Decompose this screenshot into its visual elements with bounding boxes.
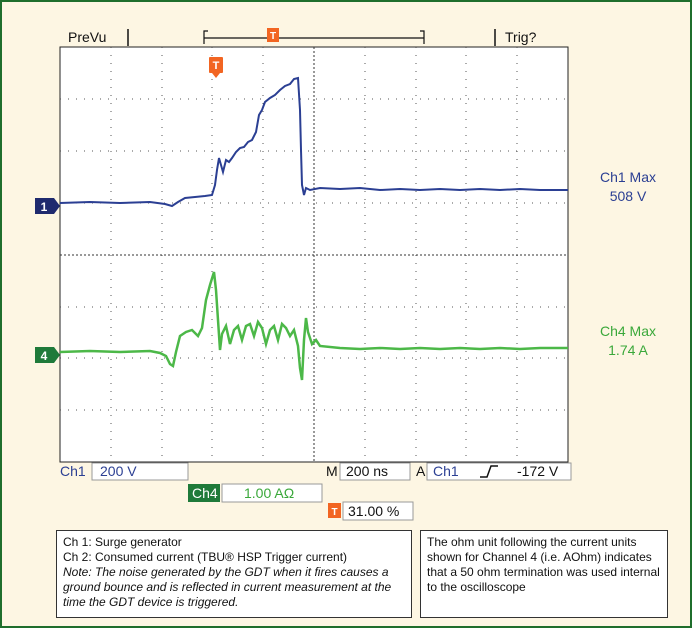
ch4-max-title: Ch4 Max xyxy=(599,323,657,339)
ch4-max-measurement: Ch4 Max 1.74 A xyxy=(588,322,668,360)
timebase: 200 ns xyxy=(346,463,388,479)
trigger-position-box xyxy=(342,501,414,521)
trigger-status: Trig? xyxy=(505,29,537,45)
trigger-position: 31.00 % xyxy=(348,503,399,519)
trigger-readout-box xyxy=(426,462,572,481)
trigger-position-top-marker: T xyxy=(267,28,279,42)
ohm-unit-note: The ohm unit following the current units… xyxy=(420,530,668,618)
acq-label: A xyxy=(416,463,426,479)
ch4-max-value: 1.74 A xyxy=(608,342,648,358)
ch1-scale-box xyxy=(91,462,189,481)
legend-ch2: Ch 2: Consumed current (TBU® HSP Trigger… xyxy=(63,550,348,564)
ch4-scale-box xyxy=(221,483,323,503)
gdt-noise-note: Note: The noise generated by the GDT whe… xyxy=(63,565,392,609)
ch1-max-title: Ch1 Max xyxy=(599,169,657,185)
svg-text:1: 1 xyxy=(41,200,48,214)
ch1-label: Ch1 xyxy=(60,463,86,479)
ch1-waveform xyxy=(59,76,568,208)
grid-center-axes xyxy=(60,47,568,462)
timebase-box xyxy=(339,462,411,481)
svg-text:T: T xyxy=(331,507,337,518)
ch4-waveform xyxy=(59,271,568,381)
ch1-max-measurement: Ch1 Max 508 V xyxy=(588,168,668,206)
channel-legend-note: Ch 1: Surge generator Ch 2: Consumed cur… xyxy=(56,530,412,618)
ch1-ground-marker: 1 xyxy=(35,198,60,214)
svg-text:4: 4 xyxy=(41,349,48,363)
trigger-level: -172 V xyxy=(517,463,559,479)
svg-text:T: T xyxy=(213,60,220,72)
ch1-max-value: 508 V xyxy=(609,188,647,204)
ohm-unit-text: The ohm unit following the current units… xyxy=(427,535,660,594)
trigger-position-icon: T xyxy=(328,503,341,518)
trigger-marker: T xyxy=(209,57,223,78)
acq-channel: Ch1 xyxy=(433,463,459,479)
timebase-label: M xyxy=(326,463,338,479)
record-length-bracket xyxy=(203,30,425,44)
svg-text:T: T xyxy=(270,31,276,42)
ch4-label: Ch4 xyxy=(192,485,218,501)
ch1-scale: 200 V xyxy=(100,463,137,479)
ch4-scale: 1.00 AΩ xyxy=(244,485,294,501)
rising-edge-icon xyxy=(480,465,498,478)
ch4-label-box xyxy=(188,484,220,502)
ch4-ground-marker: 4 xyxy=(35,347,60,363)
mode-label: PreVu xyxy=(68,29,106,45)
legend-ch1: Ch 1: Surge generator xyxy=(63,535,182,549)
